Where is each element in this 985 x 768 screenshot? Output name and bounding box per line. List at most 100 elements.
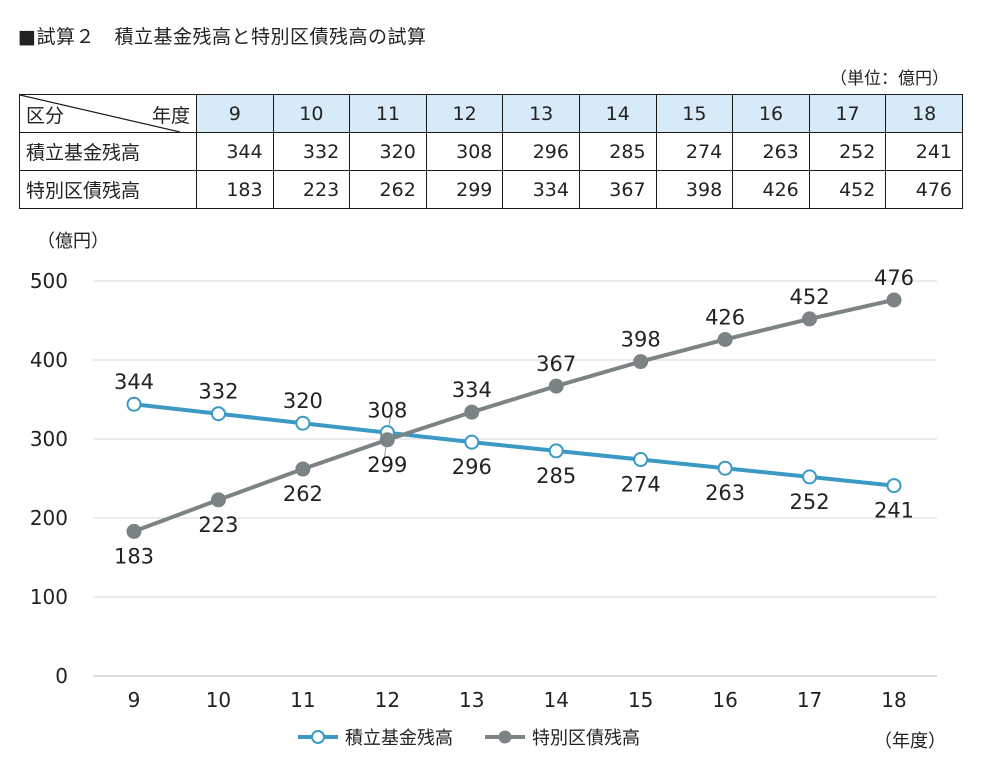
y-tick-label: 400 [30,348,68,372]
table-cell: 183 [196,170,274,209]
year-header-9: 9 [196,94,274,133]
data-label: 398 [621,328,661,352]
legend-marker [311,730,325,744]
data-label: 263 [705,481,745,505]
x-tick-label: 16 [712,688,737,712]
corner-diagonal-line [20,95,180,132]
table-body: 積立基金残高 344 332 320 308 296 285 274 263 252 241 特別区債… [19,132,963,209]
table-header-row: 区分 年度 9 10 11 12 13 14 15 16 17 18 [19,94,963,133]
line-chart: （億円） 0 100 200 300 400 500 9 10 11 12 13 14 15 16 17 18 （… [30,231,946,752]
data-label: 334 [452,378,492,402]
x-tick-label: 10 [206,688,231,712]
data-label: 308 [367,399,407,423]
corner-label-year: 年度 [151,105,190,127]
table-cell: 320 [349,132,427,171]
table-cell: 262 [349,170,427,209]
data-label: 183 [114,544,154,568]
data-label: 476 [874,266,914,290]
table-cell: 334 [502,170,580,209]
data-label: 320 [283,389,323,413]
legend-entry: 特別区債残高 [532,728,640,749]
y-tick-label: 300 [30,427,68,451]
data-point [548,378,564,394]
data-point [633,452,649,468]
table-cell: 274 [655,132,734,171]
data-point [126,396,142,412]
x-tick-label: 11 [290,688,315,712]
data-point [886,292,902,308]
legend-marker [498,730,512,744]
data-point [464,434,480,450]
table-cell: 426 [732,170,810,209]
y-axis-label: （億円） [37,231,109,252]
x-tick-label: 13 [459,688,484,712]
data-point [126,523,142,539]
table-cell: 223 [272,170,351,209]
data-point [548,443,564,459]
year-header-16: 16 [732,94,810,133]
y-tick-label: 0 [55,664,68,688]
year-header-12: 12 [425,94,504,133]
data-label: 241 [874,499,914,523]
table-cell: 367 [578,170,657,209]
data-label: 262 [283,482,323,506]
year-header-17: 17 [808,94,887,133]
series-line-bond-balance [133,298,895,534]
data-point [633,354,649,370]
year-header-18: 18 [885,94,963,133]
corner-label-category: 区分 [26,105,65,127]
year-header-11: 11 [349,94,427,133]
x-tick-label: 15 [628,688,653,712]
table-cell: 452 [808,170,887,209]
table-corner-cell: 区分 年度 [19,94,197,133]
table-cell: 476 [885,170,963,209]
x-tick-label: 17 [797,688,822,712]
year-header-14: 14 [578,94,657,133]
data-label: 274 [621,473,661,497]
data-point [295,415,311,431]
table-cell: 299 [425,170,504,209]
table-cell: 252 [808,132,887,171]
data-label: 223 [198,513,238,537]
data-label: 344 [114,370,154,394]
table-cell: 308 [425,132,504,171]
data-point [802,311,818,327]
row-label: 積立基金残高 [19,132,197,171]
legend-entry: 積立基金残高 [345,728,453,749]
table-row: 特別区債残高 183 223 262 299 334 367 398 426 452 476 [19,170,963,209]
data-point [295,461,311,477]
y-tick-label: 100 [30,585,68,609]
data-label: 285 [536,464,576,488]
data-point [210,406,226,422]
y-tick-label: 500 [30,269,68,293]
table-cell: 263 [732,132,810,171]
data-table: 区分 年度 9 10 11 12 13 14 15 16 17 18 積立基金残高 344 332 32… [19,94,963,209]
table-cell: 398 [655,170,734,209]
table-cell: 344 [196,132,274,171]
data-point [886,478,902,494]
data-point [717,460,733,476]
table-cell: 241 [885,132,963,171]
data-point [379,432,395,448]
table-cell: 296 [502,132,580,171]
x-tick-label: 12 [375,688,400,712]
table-row: 積立基金残高 344 332 320 308 296 285 274 263 252 241 [19,132,963,171]
year-header-13: 13 [502,94,580,133]
data-point [464,404,480,420]
data-point [210,492,226,508]
table-cell: 332 [272,132,351,171]
data-label: 426 [705,305,745,329]
y-tick-label: 200 [30,506,68,530]
data-label: 367 [536,352,576,376]
year-header-10: 10 [272,94,351,133]
data-point [802,469,818,485]
series-line-fund-balance [133,402,895,488]
page-title: ■試算２ 積立基金残高と特別区債残高の試算 [18,26,427,48]
x-axis-label: （年度） [874,731,946,752]
data-label: 332 [198,380,238,404]
data-label: 296 [452,455,492,479]
row-label: 特別区債残高 [19,170,197,209]
data-label: 452 [790,285,830,309]
x-tick-label: 9 [128,688,141,712]
data-point [717,331,733,347]
